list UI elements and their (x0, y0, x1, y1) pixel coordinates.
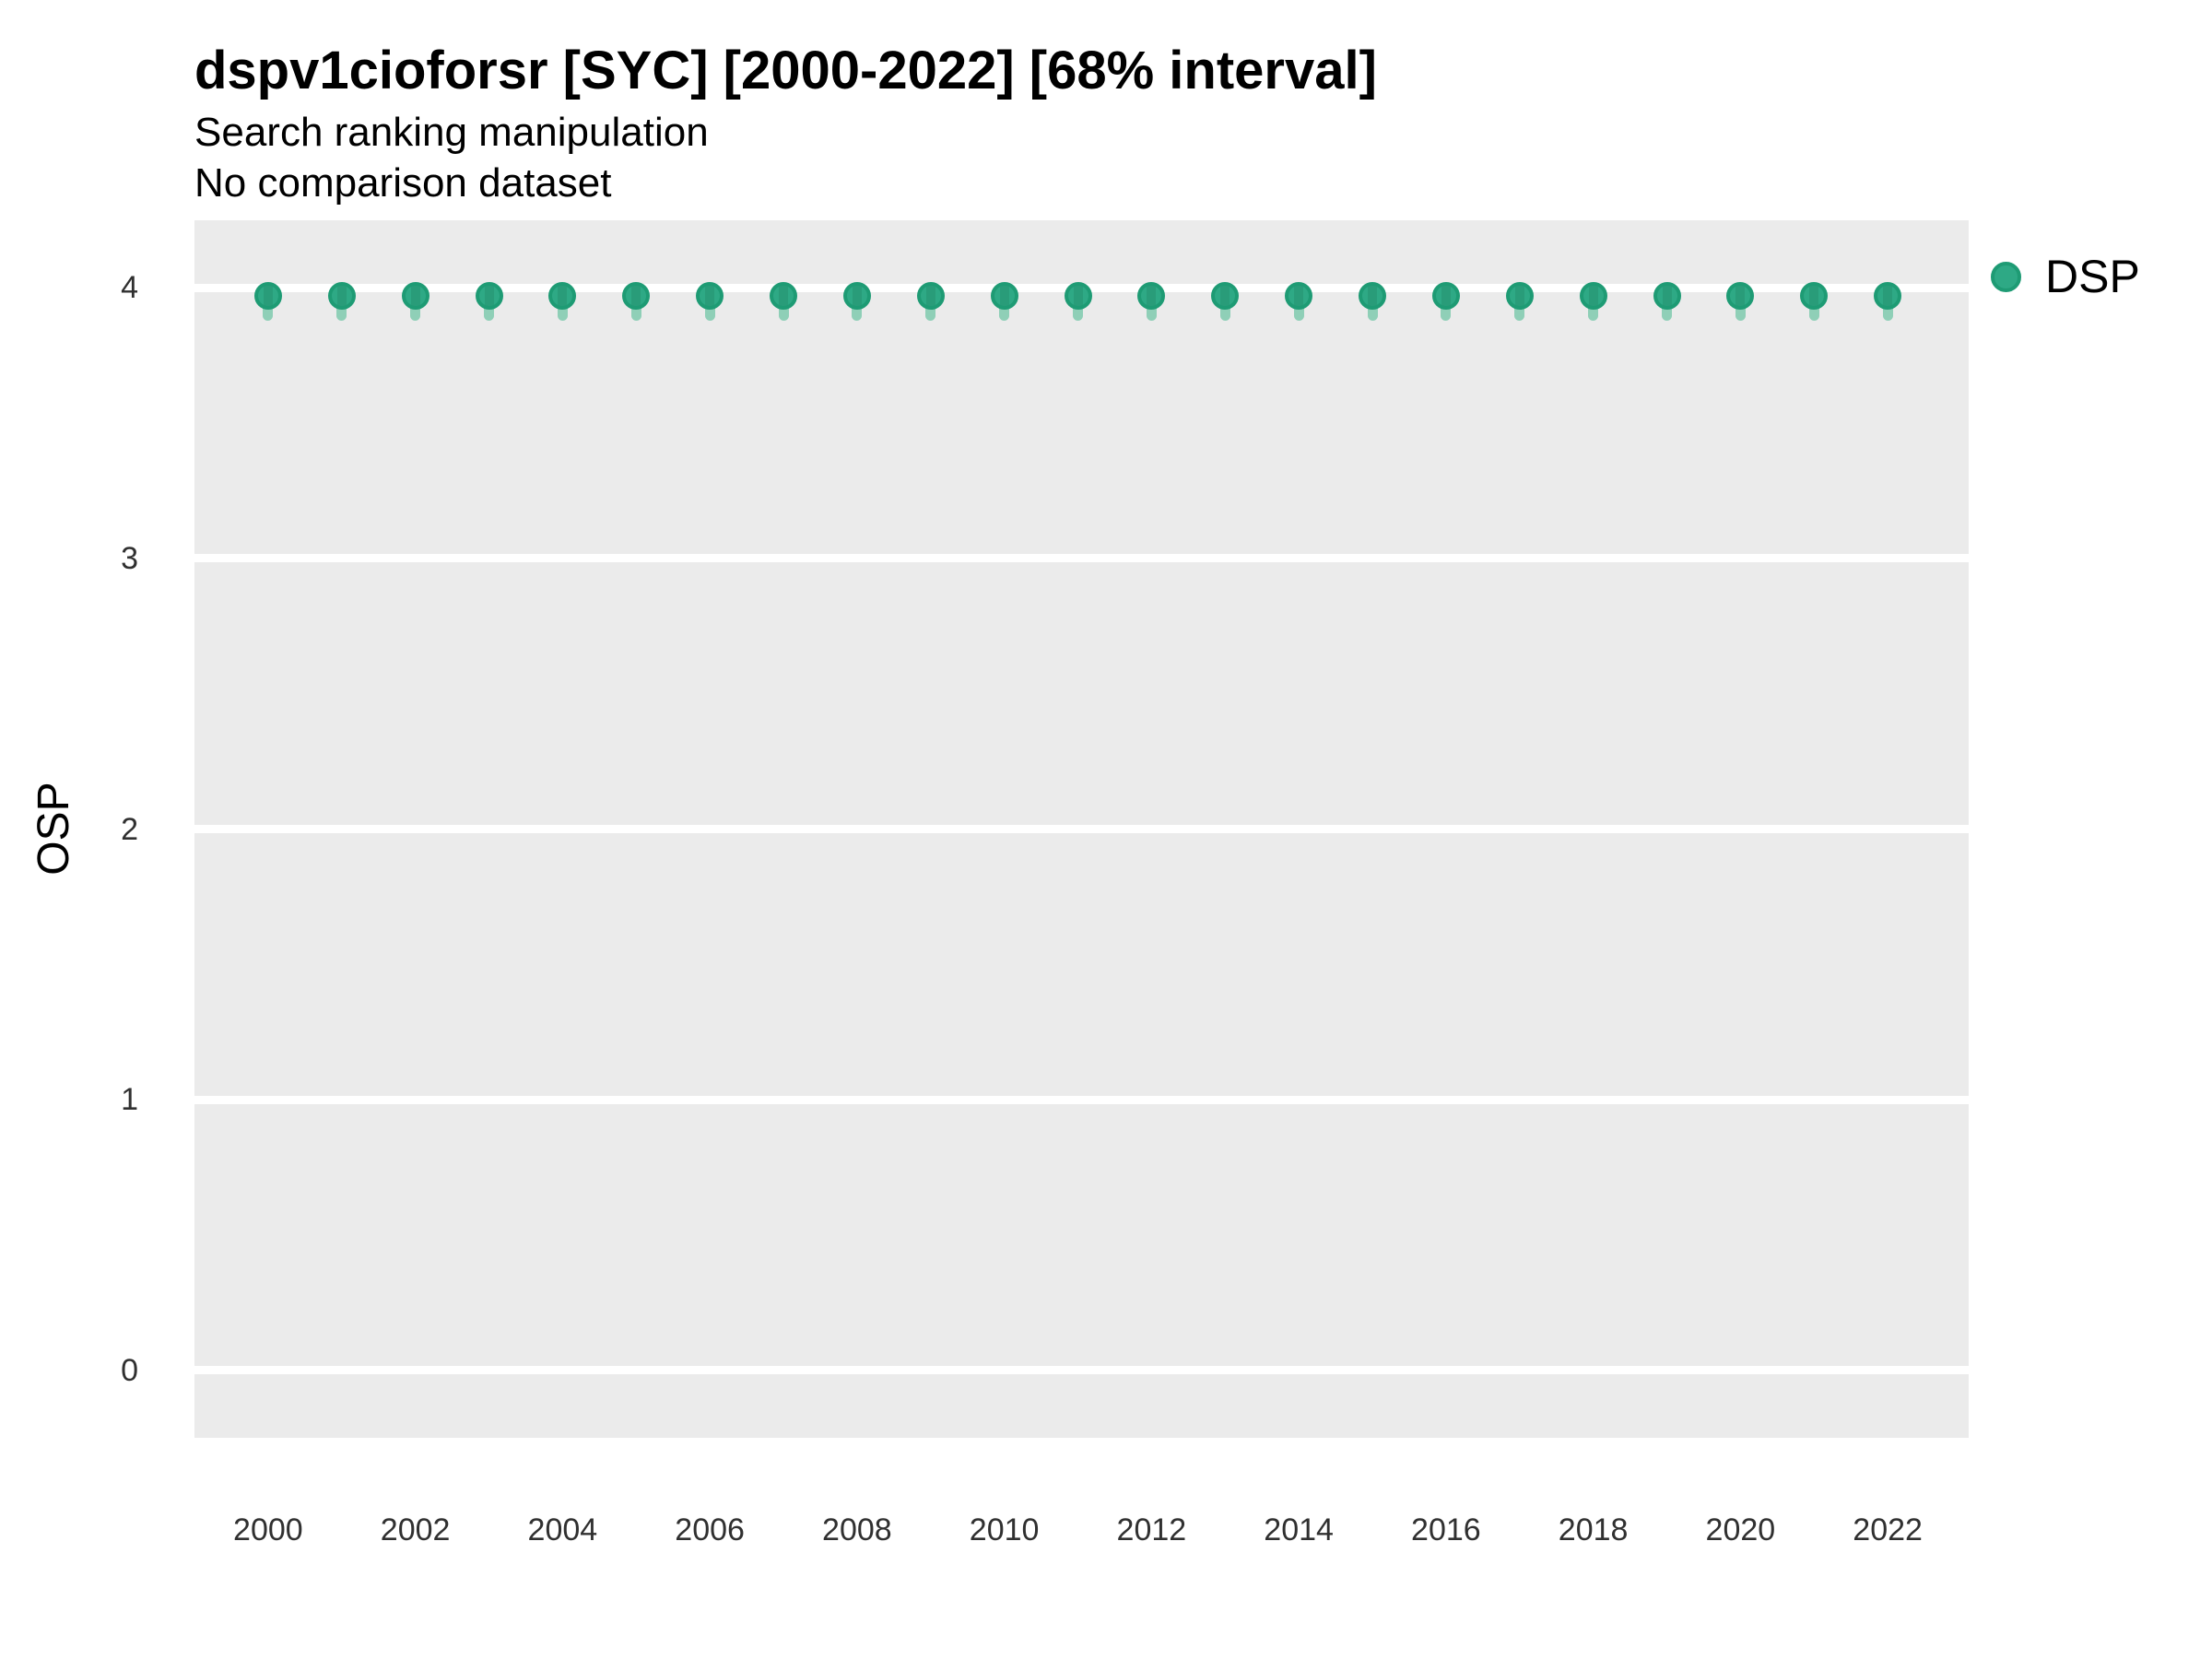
interval-overlay (999, 286, 1009, 307)
x-tick-label-2000: 2000 (233, 1512, 303, 1547)
legend-item-label: DSP (2045, 251, 2140, 302)
y-tick-label-0: 0 (121, 1352, 138, 1388)
data-point-2020 (1726, 282, 1755, 311)
y-tick-label-3: 3 (121, 540, 138, 576)
x-tick-label-2022: 2022 (1853, 1512, 1923, 1547)
interval-overlay (410, 286, 420, 307)
y-tick-label-4: 4 (121, 270, 138, 306)
data-point-2003 (475, 282, 503, 311)
data-point-2022 (1874, 282, 1902, 311)
interval-overlay (1147, 286, 1157, 307)
interval-overlay (1514, 286, 1524, 307)
data-point-2019 (1653, 282, 1681, 311)
chart-subtitle: Search ranking manipulation (194, 110, 709, 155)
gridline-y-1 (194, 1095, 1969, 1104)
interval-overlay (705, 286, 715, 307)
x-tick-label-2004: 2004 (527, 1512, 598, 1547)
interval-overlay (1220, 286, 1230, 307)
x-tick-label-2018: 2018 (1558, 1512, 1629, 1547)
chart-note: No comparison dataset (194, 160, 612, 206)
interval-overlay (336, 286, 347, 307)
y-tick-label-1: 1 (121, 1082, 138, 1118)
y-tick-label-2: 2 (121, 811, 138, 847)
interval-overlay (631, 286, 641, 307)
data-point-2002 (401, 282, 429, 311)
interval-overlay (1368, 286, 1377, 307)
data-point-2006 (696, 282, 724, 311)
data-point-2010 (990, 282, 1018, 311)
x-tick-label-2010: 2010 (969, 1512, 1040, 1547)
interval-overlay (1809, 286, 1819, 307)
data-point-2007 (770, 282, 797, 311)
x-tick-label-2020: 2020 (1705, 1512, 1776, 1547)
data-point-2005 (622, 282, 651, 311)
data-point-2015 (1359, 282, 1386, 311)
interval-overlay (1588, 286, 1598, 307)
x-tick-label-2016: 2016 (1411, 1512, 1481, 1547)
data-point-2008 (842, 282, 871, 311)
legend: DSP (1991, 247, 2140, 306)
data-point-2009 (916, 282, 945, 311)
interval-overlay (1735, 286, 1746, 307)
x-tick-label-2006: 2006 (675, 1512, 745, 1547)
x-tick-label-2012: 2012 (1116, 1512, 1187, 1547)
x-tick-label-2014: 2014 (1264, 1512, 1334, 1547)
data-point-2011 (1064, 282, 1092, 311)
data-point-2016 (1431, 282, 1460, 311)
data-point-2017 (1505, 282, 1534, 311)
data-point-2000 (253, 282, 282, 311)
interval-overlay (558, 286, 568, 307)
interval-overlay (1294, 286, 1304, 307)
interval-overlay (1073, 286, 1083, 307)
gridline-y-0 (194, 1366, 1969, 1375)
data-point-2021 (1800, 282, 1829, 311)
interval-overlay (1662, 286, 1672, 307)
data-point-2018 (1579, 282, 1607, 311)
interval-overlay (484, 286, 494, 307)
data-point-2004 (548, 282, 577, 311)
plot-area (194, 220, 1969, 1438)
interval-overlay (925, 286, 935, 307)
legend-point-icon (1991, 261, 2021, 292)
chart-title: dspv1cioforsr [SYC] [2000-2022] [68% int… (194, 41, 1377, 100)
interval-overlay (779, 286, 788, 307)
data-point-2013 (1211, 282, 1240, 311)
x-tick-label-2008: 2008 (822, 1512, 892, 1547)
data-point-2012 (1137, 282, 1166, 311)
gridline-y-3 (194, 554, 1969, 563)
interval-overlay (1441, 286, 1451, 307)
gridline-y-2 (194, 825, 1969, 833)
data-point-2001 (327, 282, 356, 311)
x-tick-label-2002: 2002 (380, 1512, 451, 1547)
data-point-2014 (1285, 282, 1313, 311)
interval-overlay (263, 286, 273, 307)
interval-overlay (1883, 286, 1893, 307)
interval-overlay (852, 286, 862, 307)
